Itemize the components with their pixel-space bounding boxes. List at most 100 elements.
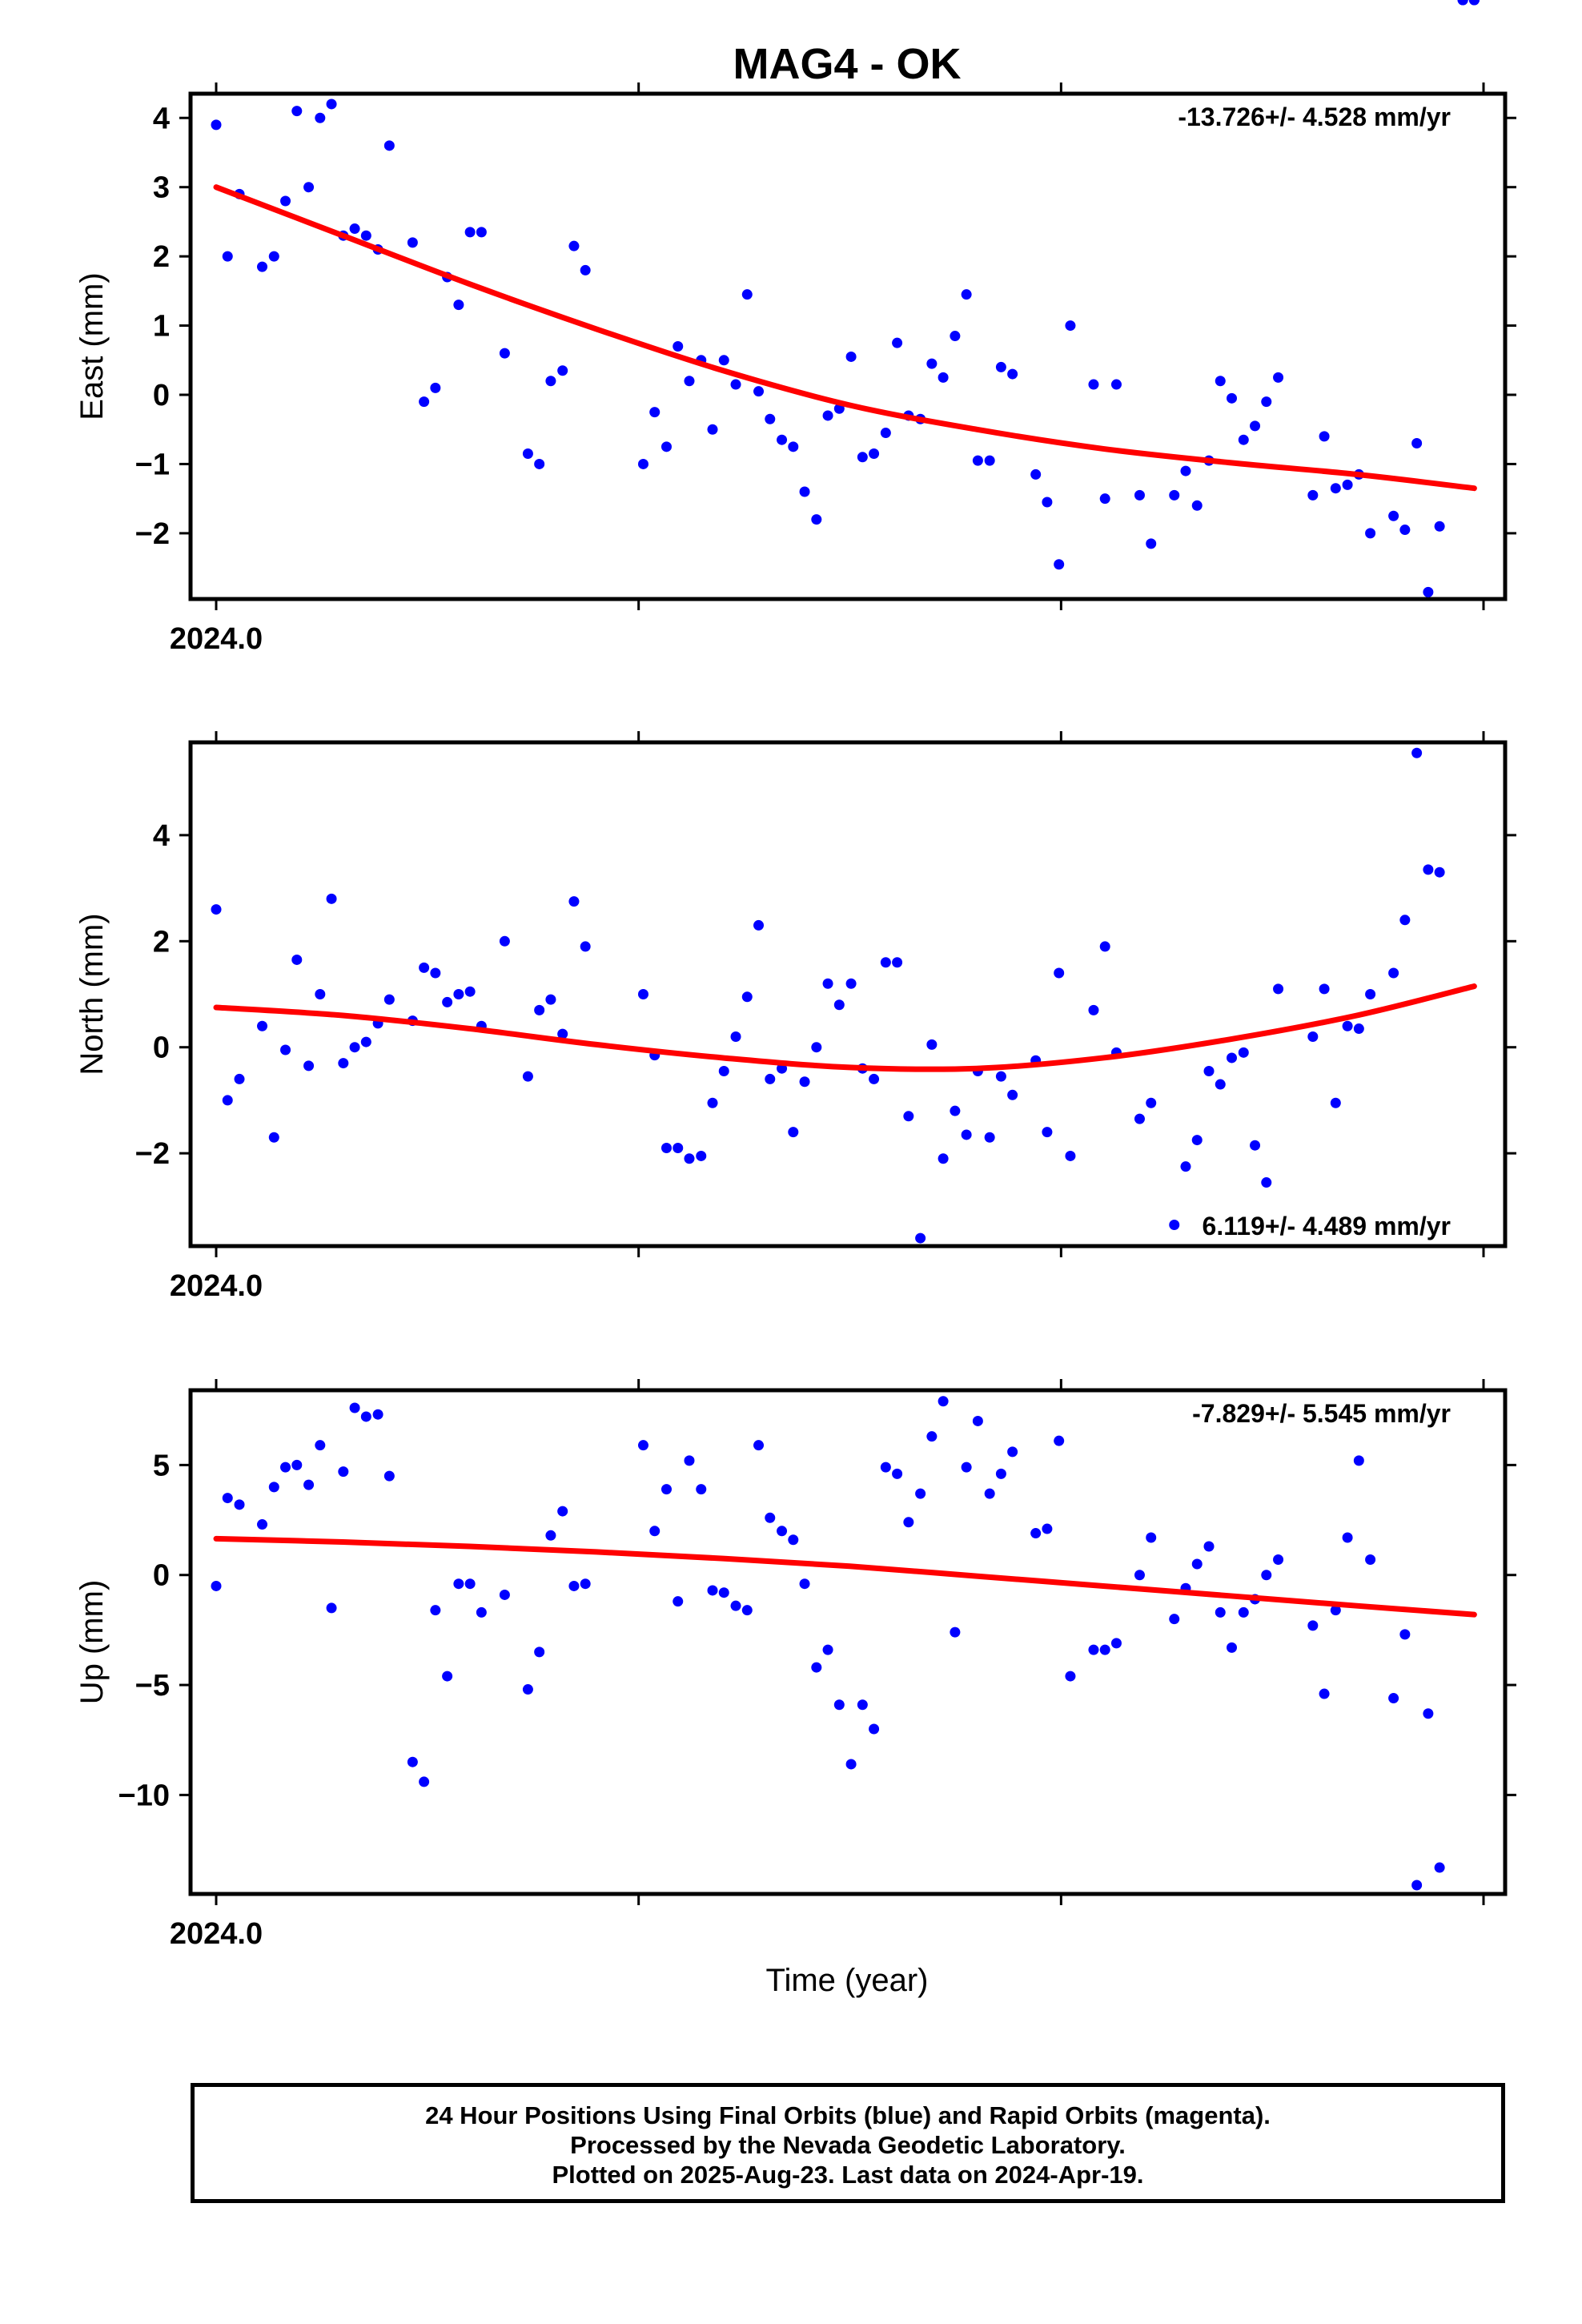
east-data-point	[383, 140, 395, 151]
up-data-point	[534, 1647, 545, 1658]
north-data-point	[1042, 1127, 1053, 1138]
east-data-point	[1065, 320, 1076, 332]
north-data-point	[661, 1143, 672, 1154]
up-data-point	[1215, 1606, 1226, 1618]
east-data-point	[1088, 379, 1099, 390]
east-data-point	[1365, 528, 1376, 539]
up-data-point	[845, 1759, 857, 1770]
up-data-point	[211, 1580, 222, 1591]
east-data-point	[1250, 420, 1261, 432]
east-ytick-label: 2	[153, 240, 170, 274]
up-data-point	[383, 1470, 395, 1482]
north-data-point	[811, 1042, 822, 1053]
up-data-point	[1110, 1638, 1122, 1649]
up-data-point	[1088, 1644, 1099, 1655]
north-data-point	[753, 919, 765, 931]
east-panel: 4 3 2 1 0 −1 −2 2024.0 East (mm) -13.726+/- 4.528…	[74, 0, 1516, 656]
east-data-point	[349, 223, 360, 235]
north-data-point	[938, 1153, 949, 1164]
north-data-point	[1307, 1031, 1319, 1042]
up-data-point	[1134, 1570, 1145, 1581]
north-xtick-label: 2024.0	[170, 1269, 263, 1303]
east-data-point	[1169, 489, 1180, 501]
up-data-point	[464, 1578, 476, 1590]
up-data-point	[499, 1589, 510, 1600]
chart-title: MAG4 - OK	[733, 40, 961, 88]
east-data-point	[222, 251, 233, 262]
up-data-point	[1468, 0, 1480, 6]
up-data-point	[1227, 1642, 1238, 1653]
east-data-point	[1099, 493, 1110, 505]
up-data-point	[372, 1409, 383, 1420]
east-data-point	[534, 458, 545, 469]
east-data-point	[753, 386, 765, 397]
up-data-point	[707, 1585, 718, 1596]
up-data-point	[950, 1626, 961, 1638]
up-data-point	[984, 1488, 995, 1499]
up-data-point	[777, 1526, 788, 1537]
north-data-point	[707, 1097, 718, 1108]
footer-box: 24 Hour Positions Using Final Orbits (bl…	[191, 2083, 1505, 2203]
east-data-point	[1191, 500, 1203, 511]
north-data-point	[522, 1071, 533, 1082]
east-data-point	[326, 99, 337, 110]
up-data-point	[857, 1699, 868, 1711]
up-data-point	[1353, 1455, 1364, 1466]
north-data-point	[360, 1036, 371, 1047]
up-data-point	[1169, 1614, 1180, 1625]
north-data-point	[833, 999, 845, 1011]
north-data-point	[1353, 1023, 1364, 1035]
up-ytick-label: −5	[135, 1669, 170, 1703]
up-data-point	[557, 1506, 568, 1517]
east-data-point	[811, 514, 822, 525]
east-data-point	[1399, 525, 1411, 536]
east-data-point	[637, 458, 648, 469]
north-ytick-label: −2	[135, 1137, 170, 1171]
north-data-point	[788, 1127, 799, 1138]
east-data-point	[1307, 489, 1319, 501]
north-data-point	[741, 991, 753, 1003]
north-data-point	[419, 962, 430, 973]
east-data-point	[360, 230, 371, 241]
up-data-point	[1330, 1605, 1341, 1616]
east-data-point	[950, 331, 961, 342]
up-data-point	[442, 1671, 453, 1682]
north-data-point	[637, 989, 648, 999]
up-xtick-label: 2024.0	[170, 1917, 263, 1951]
north-data-point	[950, 1105, 961, 1116]
north-data-point	[1227, 1052, 1238, 1063]
up-ytick-label: 0	[153, 1559, 170, 1593]
up-data-point	[1434, 1862, 1445, 1873]
north-data-point	[1088, 1004, 1099, 1015]
east-data-point	[464, 227, 476, 238]
north-data-point	[1191, 1135, 1203, 1146]
east-data-point	[1215, 376, 1226, 387]
footer-line-2: Processed by the Nevada Geodetic Laborat…	[570, 2131, 1126, 2159]
east-data-point	[869, 448, 880, 459]
north-data-point	[442, 996, 453, 1007]
up-data-point	[326, 1602, 337, 1614]
north-data-point	[961, 1129, 972, 1140]
up-data-point	[522, 1684, 533, 1695]
east-data-point	[1423, 586, 1434, 597]
north-rate-label: 6.119+/- 4.489 mm/yr	[1203, 1212, 1451, 1240]
east-data-point	[1434, 521, 1445, 532]
up-data-point	[1388, 1693, 1399, 1704]
north-data-point	[303, 1060, 315, 1072]
east-data-point	[1330, 483, 1341, 494]
east-data-point	[1030, 468, 1042, 480]
north-data-point	[845, 978, 857, 989]
east-data-point	[476, 227, 487, 238]
east-data-point	[545, 376, 556, 387]
up-data-point	[1238, 1606, 1249, 1618]
up-data-point	[580, 1578, 591, 1590]
north-data-point	[718, 1066, 729, 1077]
up-data-point	[1054, 1435, 1065, 1446]
east-data-point	[568, 240, 580, 251]
up-data-point	[1030, 1528, 1042, 1539]
up-data-point	[1146, 1532, 1157, 1543]
east-data-point	[857, 452, 868, 463]
footer-line-3: Plotted on 2025-Aug-23. Last data on 202…	[552, 2161, 1144, 2189]
north-data-point	[1215, 1079, 1226, 1090]
